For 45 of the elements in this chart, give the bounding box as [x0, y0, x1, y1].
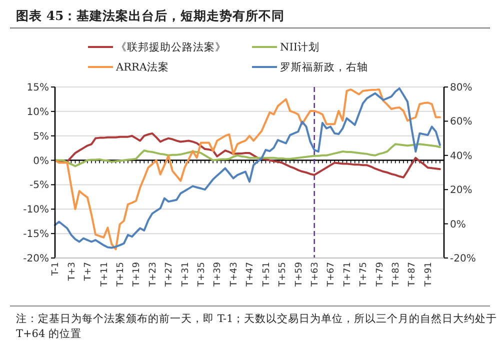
x-tick-label: T+51: [262, 262, 272, 288]
y-tick-label: 15%: [26, 82, 49, 94]
x-tick-label: T+11: [100, 262, 110, 288]
x-tick-label: T+59: [294, 262, 304, 288]
x-tick-label: T+75: [359, 262, 370, 288]
x-tick-label: T+63: [310, 262, 320, 288]
x-tick-label: T+43: [229, 262, 240, 288]
x-tick-label: T+91: [424, 262, 434, 288]
legend-label: 罗斯福新政，右轴: [280, 60, 368, 74]
x-tick-label: T+27: [164, 262, 175, 288]
x-tick-label: T+79: [375, 262, 386, 288]
y-tick-label: -10%: [23, 204, 49, 216]
legend-label: 《联邦援助公路法案》: [116, 40, 226, 54]
x-tick-label: T+3: [67, 262, 78, 282]
x-tick-label: T+39: [213, 262, 224, 288]
y-tick-label: -20%: [23, 254, 49, 264]
y2-tick-label: 40%: [450, 150, 472, 162]
y-tick-label: 0%: [33, 156, 49, 167]
y2-tick-label: 20%: [450, 185, 472, 196]
x-tick-label: T+35: [197, 262, 208, 288]
legend-label: ARRA法案: [115, 60, 169, 74]
y2-tick-label: 60%: [450, 116, 472, 128]
x-tick-label: T+7: [84, 262, 94, 282]
x-tick-label: T+71: [342, 262, 353, 288]
x-tick-label: T+87: [408, 262, 418, 288]
legend-label: NII计划: [280, 40, 320, 54]
x-tick-label: T+67: [326, 262, 337, 288]
y2-tick-label: 0%: [450, 219, 466, 230]
y-tick-label: -5%: [30, 180, 49, 192]
x-tick-label: T+19: [132, 262, 142, 288]
y2-tick-label: 80%: [450, 82, 472, 94]
y-tick-label: 5%: [33, 131, 49, 142]
x-tick-label: T+55: [278, 262, 288, 288]
y2-tick-label: -20%: [450, 254, 476, 264]
x-tick-label: T-1: [51, 262, 62, 277]
line-series: [54, 143, 441, 168]
y-tick-label: -15%: [23, 229, 49, 240]
chart-title: 图表 45：基建法案出台后，短期走势有所不同: [16, 8, 285, 23]
x-tick-label: T+83: [392, 262, 402, 288]
x-tick-label: T+47: [246, 262, 256, 288]
x-tick-label: T+15: [116, 262, 126, 288]
y-tick-label: 10%: [26, 106, 49, 118]
text: 注：定基日为每个法案颁布的前一天，即 T-1；天数以交易日为单位，所以三个月的自然日大约处于 T+64 的位置: [16, 312, 498, 340]
x-tick-label: T+31: [180, 262, 191, 288]
x-tick-label: T+23: [148, 262, 158, 288]
